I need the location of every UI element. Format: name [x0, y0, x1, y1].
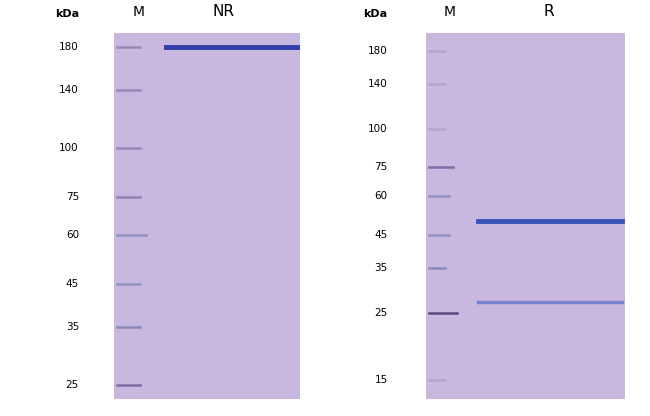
Bar: [426, 33, 625, 399]
Text: 180: 180: [368, 45, 387, 56]
Text: 180: 180: [59, 42, 79, 52]
Text: 75: 75: [374, 162, 387, 172]
Text: 25: 25: [374, 307, 387, 317]
Text: 35: 35: [66, 322, 79, 332]
Text: 35: 35: [374, 263, 387, 273]
Text: 45: 45: [66, 280, 79, 290]
Text: M: M: [443, 5, 455, 19]
Text: 60: 60: [374, 191, 387, 201]
Text: M: M: [133, 5, 145, 19]
Text: 25: 25: [66, 380, 79, 390]
Text: 140: 140: [368, 79, 387, 89]
Text: R: R: [543, 4, 554, 19]
Text: kDa: kDa: [55, 9, 79, 19]
Text: 45: 45: [374, 230, 387, 240]
Text: 15: 15: [374, 375, 387, 385]
Text: 75: 75: [66, 192, 79, 202]
Text: 140: 140: [59, 85, 79, 95]
Bar: [114, 33, 300, 399]
Text: 100: 100: [59, 143, 79, 153]
Text: kDa: kDa: [363, 9, 387, 19]
Text: NR: NR: [213, 4, 235, 19]
Text: 60: 60: [66, 230, 79, 240]
Text: 100: 100: [368, 124, 387, 134]
